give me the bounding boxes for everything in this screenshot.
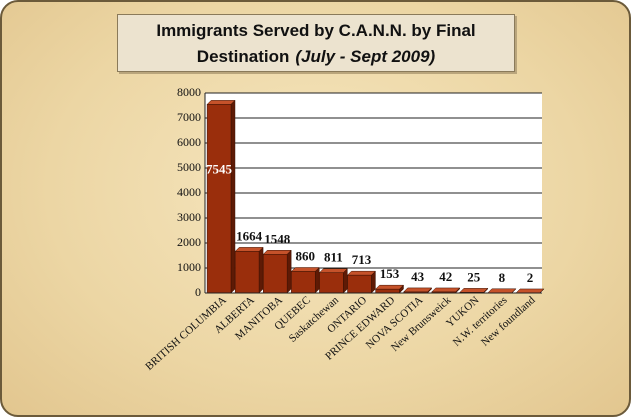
y-tick-label: 8000: [177, 85, 201, 99]
bar: [291, 271, 316, 294]
y-tick-label: 5000: [177, 160, 201, 174]
y-tick-label: 4000: [177, 185, 201, 199]
y-tick-label: 6000: [177, 135, 201, 149]
value-label: 42: [439, 269, 452, 284]
bar-top: [318, 268, 348, 273]
bar-top: [515, 288, 545, 294]
bar-top: [206, 100, 236, 105]
y-tick-label: 7000: [177, 110, 201, 124]
bar-side: [314, 266, 320, 294]
bar-side: [258, 246, 264, 294]
bar: [206, 104, 232, 294]
bar: [375, 288, 400, 294]
value-label: 25: [467, 269, 481, 284]
value-label: 8: [499, 270, 506, 285]
bar-top: [487, 288, 517, 294]
y-tick-label: 0: [195, 285, 201, 299]
value-label: 43: [411, 269, 425, 284]
value-label: 1664: [236, 228, 263, 243]
bar-top: [459, 288, 489, 293]
bar-side: [230, 99, 236, 294]
subtitle-lead: Destination: [196, 47, 290, 66]
value-label: 153: [380, 266, 400, 281]
value-label: 1548: [264, 231, 291, 246]
chart-subtitle: (July - Sept 2009): [295, 47, 436, 66]
bar: [263, 254, 288, 294]
chart-title: Immigrants Served by C.A.N.N. by Final: [156, 21, 476, 40]
bar-top: [290, 267, 320, 272]
y-tick-label: 2000: [177, 235, 201, 249]
bar-side: [286, 249, 292, 294]
value-label: 860: [296, 248, 316, 263]
value-label: 2: [527, 270, 534, 285]
value-label: 811: [324, 250, 343, 265]
bar-top: [234, 247, 264, 252]
title-box: Immigrants Served by C.A.N.N. by Final D…: [117, 14, 515, 72]
bar: [347, 274, 372, 294]
bar-side: [343, 268, 348, 294]
bar: [319, 272, 344, 294]
value-label: 7545: [206, 161, 233, 176]
y-tick-label: 3000: [177, 210, 201, 224]
bar-top: [346, 270, 376, 276]
bar-top: [262, 250, 292, 255]
x-tick-label: BRITISH COLUMBIA: [143, 294, 229, 373]
value-label: 713: [352, 252, 372, 267]
bar-top: [431, 287, 461, 293]
y-tick-label: 1000: [177, 260, 201, 274]
bar-top: [375, 284, 405, 290]
bar: [234, 251, 260, 294]
bar-side: [371, 270, 376, 294]
bar-top: [403, 287, 433, 293]
